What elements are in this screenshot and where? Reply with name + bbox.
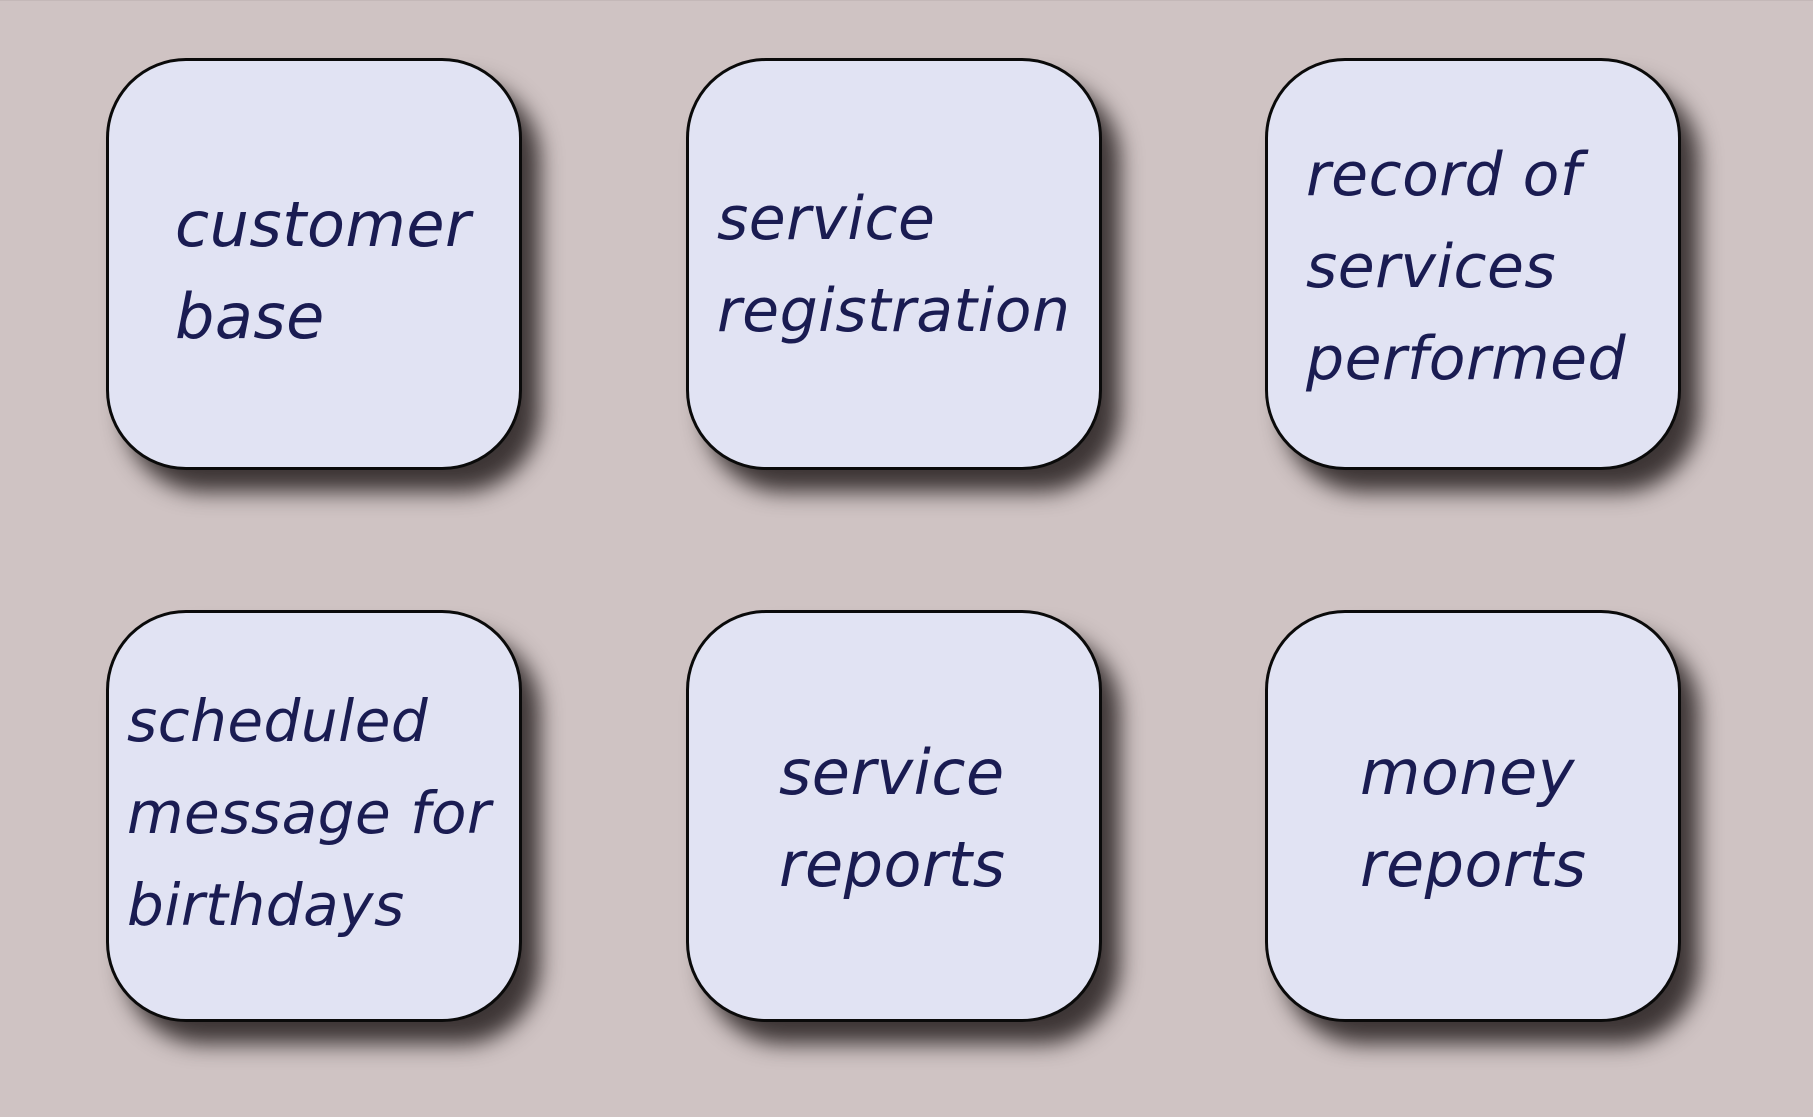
tile-label: record of services performed: [1306, 129, 1626, 405]
tile-money-reports: money reports: [1265, 610, 1681, 1022]
tile-label-line: birthdays: [127, 871, 405, 939]
tile-label-line: performed: [1306, 324, 1627, 394]
tile-label-line: money: [1360, 736, 1575, 809]
tile-service-reports: service reports: [686, 610, 1102, 1022]
tile-label-line: reports: [779, 828, 1006, 901]
tile-label: service reports: [779, 727, 1006, 911]
tile-label-line: base: [175, 280, 325, 353]
tile-service-registration: service registration: [686, 58, 1102, 470]
tile-label: scheduled message for birthdays: [127, 675, 491, 951]
tile-scheduled-message-for-birthdays: scheduled message for birthdays: [106, 610, 522, 1022]
tile-label-line: customer: [175, 188, 471, 261]
tile-label-line: reports: [1360, 828, 1587, 901]
tile-label-line: registration: [717, 276, 1071, 346]
tile-label-line: service: [779, 736, 1005, 809]
tile-customer-base: customer base: [106, 58, 522, 470]
tile-label-line: services: [1306, 232, 1557, 302]
tile-label-line: scheduled: [127, 687, 429, 755]
tile-label-line: message for: [127, 779, 492, 847]
tile-label: money reports: [1360, 727, 1587, 911]
tile-label: service registration: [717, 173, 1071, 357]
tile-record-of-services-performed: record of services performed: [1265, 58, 1681, 470]
tile-label-line: record of: [1306, 140, 1582, 210]
tile-label: customer base: [175, 179, 471, 363]
tile-label-line: service: [717, 184, 936, 254]
